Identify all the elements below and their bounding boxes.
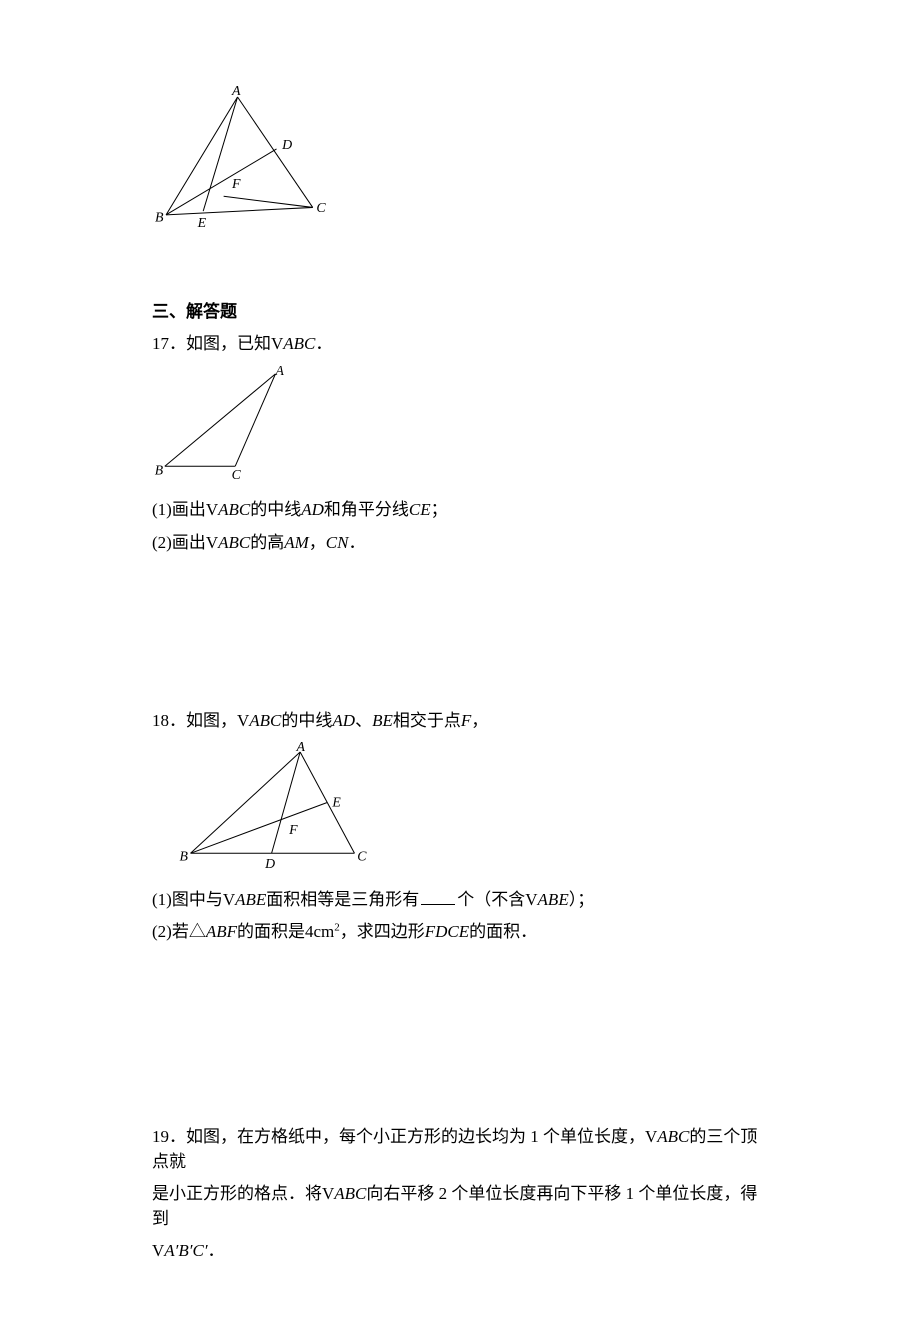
q18-s1-pre: (1)图中与: [152, 890, 223, 909]
svg-text:F: F: [231, 177, 241, 192]
q17-sub2-mid2: ，: [309, 533, 326, 552]
q17-sub1-mid2: 和角平分线: [324, 500, 409, 519]
svg-text:C: C: [357, 848, 367, 863]
spacer: [152, 952, 770, 1118]
q19-line1: 19．如图，在方格纸中，每个小正方形的边长均为 1 个单位长度，VABC的三个顶…: [152, 1124, 770, 1175]
q18-abf: ABF: [206, 922, 237, 941]
triangle-glyph: V: [152, 1241, 164, 1260]
blank-field[interactable]: [421, 890, 455, 905]
q17-abc: ABC: [283, 334, 315, 353]
figure-q16: A B C D E F: [152, 84, 337, 239]
q17-sub1-pre: (1)画出: [152, 500, 206, 519]
triangle-glyph: V: [223, 890, 235, 909]
svg-text:C: C: [316, 201, 326, 216]
abc-text: ABC: [249, 711, 281, 730]
q17-sub1-mid1: 的中线: [250, 500, 301, 519]
q17-stem: 17．如图，已知VABC．: [152, 331, 770, 357]
svg-text:D: D: [264, 856, 275, 871]
page: A B C D E F 三、解答题 17．如图，已知VABC． A B C (1…: [0, 0, 920, 1339]
triangle-glyph: V: [322, 1184, 334, 1203]
q17-ad: AD: [301, 500, 324, 519]
q19-abc-prime: A′B′C′: [164, 1241, 207, 1260]
abc-text: ABC: [218, 500, 250, 519]
section-3-header: 三、解答题: [152, 299, 770, 325]
q18-stem: 18．如图，VABC的中线AD、BE相交于点F，: [152, 708, 770, 734]
q17-sub1-post: ；: [431, 500, 448, 519]
triangle-glyph: V: [271, 334, 283, 353]
q18-mid: 的中线: [281, 711, 332, 730]
q18-s1-mid: 面积相等是三角形有: [266, 890, 419, 909]
q19-l1-pre: 19．如图，在方格纸中，每个小正方形的边长均为 1 个单位长度，: [152, 1127, 645, 1146]
q17-sub2-pre: (2)画出: [152, 533, 206, 552]
q18-s2-m1: 的面积是: [237, 922, 305, 941]
triangle-glyph: V: [237, 711, 249, 730]
abc-text: ABC: [334, 1184, 366, 1203]
q19-line2: 是小正方形的格点．将VABC向右平移 2 个单位长度再向下平移 1 个单位长度，…: [152, 1181, 770, 1232]
q18-s2-post: 的面积．: [469, 922, 537, 941]
q18-be: BE: [372, 711, 393, 730]
svg-text:A: A: [231, 84, 241, 99]
q17-ce: CE: [409, 500, 431, 519]
svg-text:D: D: [281, 138, 292, 153]
abc-text: ABC: [657, 1127, 689, 1146]
q18-sep: 、: [355, 711, 372, 730]
q18-abe: ABE: [235, 890, 266, 909]
q18-s1-p2: ）；: [569, 890, 595, 909]
figure-q18: A B C D E F: [176, 740, 381, 880]
q18-s2-m2: ，求四边形: [340, 922, 425, 941]
q18-tri: △: [189, 922, 206, 941]
q18-sub1: (1)图中与VABE面积相等是三角形有个（不含VABE）；: [152, 887, 770, 913]
svg-text:A: A: [295, 740, 305, 754]
triangle-glyph: V: [206, 533, 218, 552]
triangle-glyph: V: [645, 1127, 657, 1146]
svg-text:B: B: [155, 462, 164, 477]
svg-text:E: E: [331, 794, 341, 809]
q18-ad: AD: [332, 711, 355, 730]
q18-f: F: [461, 711, 471, 730]
svg-text:B: B: [179, 848, 188, 863]
abc-text: ABC: [218, 533, 250, 552]
triangle-glyph: V: [206, 500, 218, 519]
svg-text:F: F: [288, 821, 298, 836]
q17-sub2-post: ．: [348, 533, 365, 552]
q18-s1-p1: 个（不含: [457, 890, 525, 909]
svg-text:E: E: [197, 216, 207, 231]
q17-sub2: (2)画出VABC的高AM，CN．: [152, 530, 770, 556]
q18-abe2: ABE: [538, 890, 569, 909]
q17-cn: CN: [326, 533, 349, 552]
triangle-glyph: V: [525, 890, 537, 909]
svg-text:C: C: [232, 467, 242, 482]
q18-fdce: FDCE: [425, 922, 469, 941]
q18-pre: 18．如图，: [152, 711, 237, 730]
spacer: [152, 562, 770, 702]
q19-l3-post: ．: [208, 1241, 225, 1260]
q19-line3: VA′B′C′．: [152, 1238, 770, 1264]
q19-l2-pre: 是小正方形的格点．将: [152, 1184, 322, 1203]
q17-stem-pre: 17．如图，已知: [152, 334, 271, 353]
q18-end: ，: [471, 711, 488, 730]
q18-area: 4cm: [305, 922, 334, 941]
q18-s2-pre: (2)若: [152, 922, 189, 941]
q17-am: AM: [284, 533, 309, 552]
q17-stem-post: ．: [315, 334, 332, 353]
svg-text:A: A: [274, 363, 284, 378]
q18-post: 相交于点: [393, 711, 461, 730]
q17-sub2-mid1: 的高: [250, 533, 284, 552]
figure-q17: A B C: [152, 362, 302, 490]
q17-sub1: (1)画出VABC的中线AD和角平分线CE；: [152, 497, 770, 523]
svg-text:B: B: [155, 210, 164, 225]
q18-sub2: (2)若△ABF的面积是4cm2，求四边形FDCE的面积．: [152, 919, 770, 945]
